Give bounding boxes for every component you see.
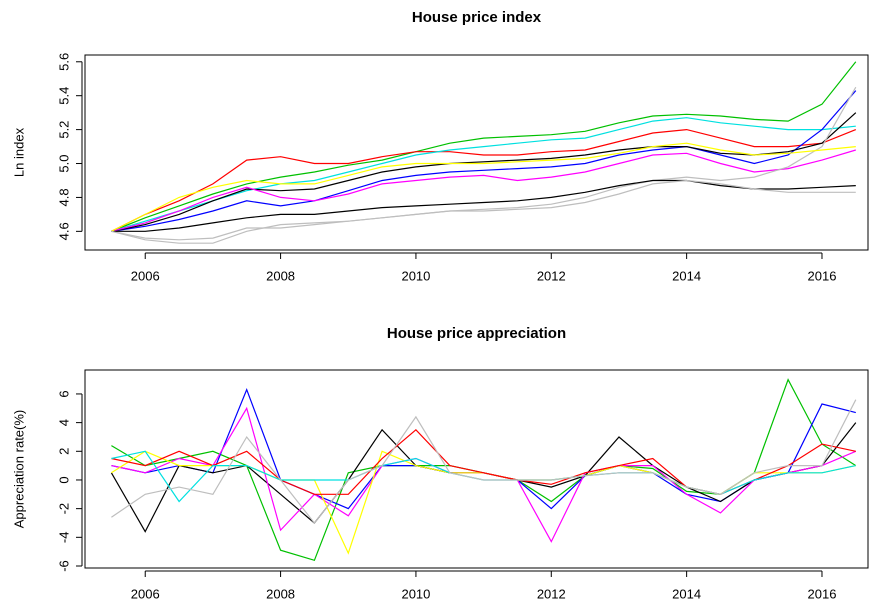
x-tick-label: 2016 [808, 268, 837, 283]
x-tick-label: 2008 [266, 586, 295, 601]
y-tick-label: -6 [56, 560, 71, 572]
x-tick-label: 2012 [537, 268, 566, 283]
y-tick-label: 2 [56, 448, 71, 455]
y-tick-label: 5.6 [56, 53, 71, 71]
x-tick-label: 2016 [808, 586, 837, 601]
series-line [111, 61, 857, 232]
series-line [111, 179, 856, 244]
y-axis-label: Appreciation rate(%) [11, 410, 26, 529]
y-tick-label: 4.6 [56, 222, 71, 240]
series-line [111, 149, 856, 232]
x-tick-label: 2006 [131, 586, 160, 601]
series-line [111, 450, 856, 555]
y-tick-label: -2 [56, 503, 71, 515]
y-tick-label: 0 [56, 476, 71, 483]
y-tick-label: -4 [56, 532, 71, 544]
x-tick-label: 2008 [266, 268, 295, 283]
y-tick-label: 6 [56, 390, 71, 397]
series-line [111, 86, 857, 241]
plot-frame [84, 54, 869, 251]
x-tick-label: 2012 [537, 586, 566, 601]
plot-frame [84, 369, 869, 569]
series-line [111, 112, 857, 232]
y-tick-label: 4 [56, 419, 71, 426]
x-tick-label: 2010 [401, 586, 430, 601]
series-line [111, 179, 856, 232]
x-tick-label: 2014 [672, 268, 701, 283]
y-tick-label: 4.8 [56, 188, 71, 206]
y-tick-label: 5.2 [56, 121, 71, 139]
series-line [111, 128, 857, 232]
series-line [111, 90, 857, 232]
y-tick-label: 5.4 [56, 87, 71, 105]
x-tick-label: 2006 [131, 268, 160, 283]
series-line [111, 406, 857, 543]
chart-title: House price index [412, 9, 542, 26]
x-tick-label: 2010 [401, 268, 430, 283]
y-tick-label: 5.0 [56, 154, 71, 172]
y-axis-label: Ln index [11, 127, 26, 177]
x-tick-label: 2014 [672, 586, 701, 601]
series-line [111, 117, 856, 232]
chart-title: House price appreciation [387, 325, 566, 342]
series-line [111, 378, 857, 562]
series-line [111, 142, 856, 232]
series-line [111, 399, 857, 524]
